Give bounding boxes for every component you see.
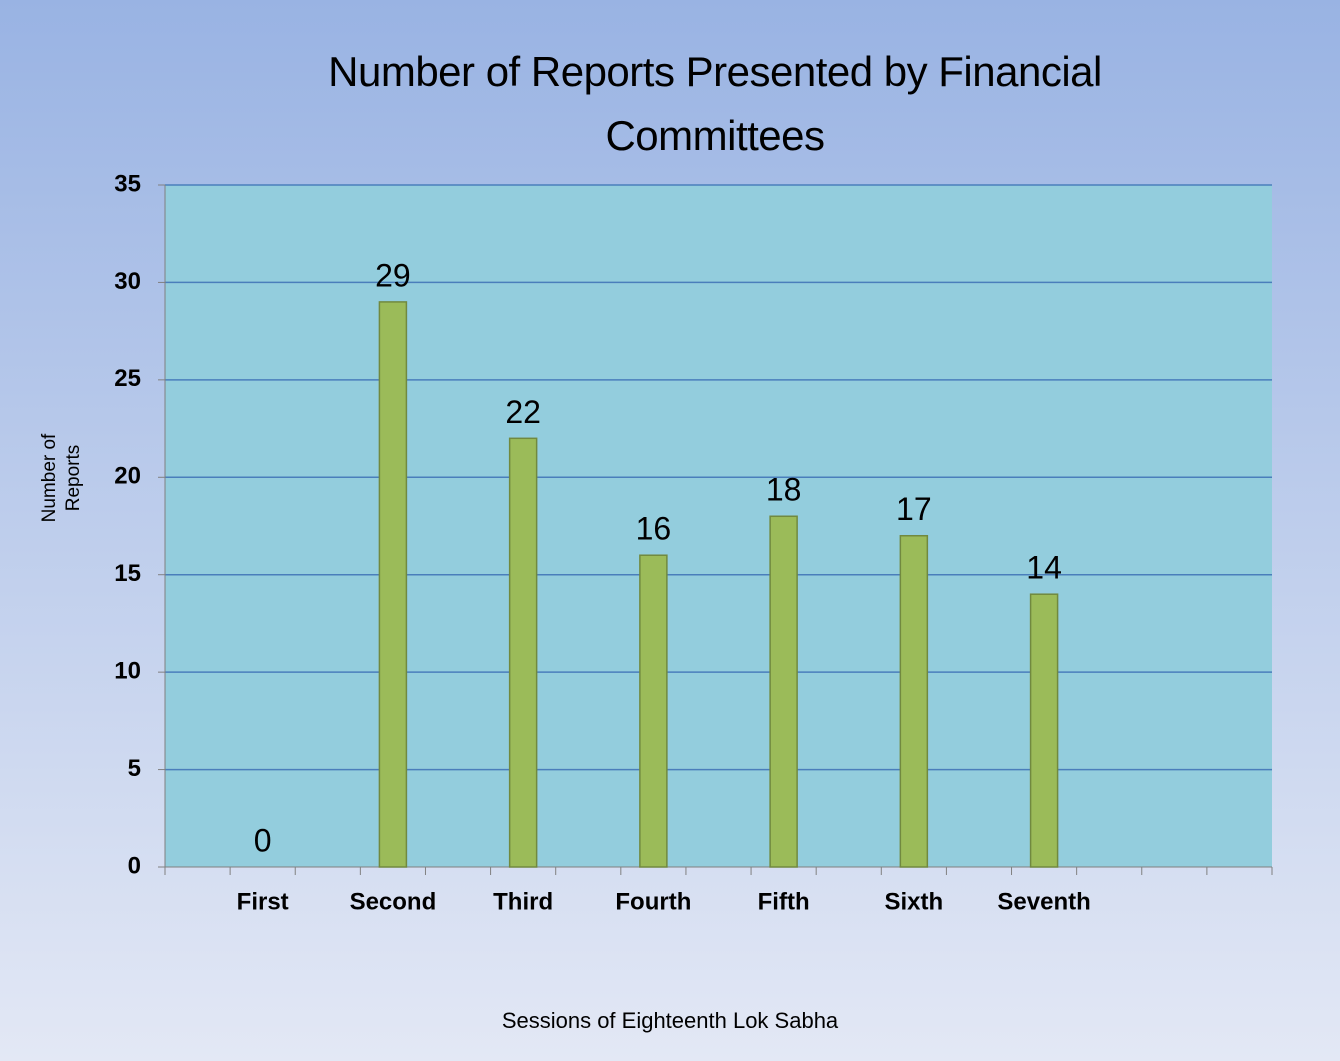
bar bbox=[639, 554, 668, 868]
x-tick-label: Sixth bbox=[885, 888, 944, 915]
data-label: 16 bbox=[636, 511, 672, 547]
x-tick-label: Fifth bbox=[758, 888, 810, 915]
y-tick-label: 30 bbox=[114, 268, 141, 295]
y-tick-label: 20 bbox=[114, 463, 141, 490]
y-tick-label: 5 bbox=[128, 755, 141, 782]
data-label: 29 bbox=[375, 257, 411, 293]
data-label: 17 bbox=[896, 491, 932, 527]
bar bbox=[899, 534, 929, 868]
plot-area bbox=[165, 185, 1272, 867]
data-label: 0 bbox=[254, 822, 272, 858]
x-tick-label: First bbox=[237, 888, 289, 915]
x-axis-label: Sessions of Eighteenth Lok Sabha bbox=[501, 1008, 839, 1033]
y-tick-label: 35 bbox=[114, 170, 141, 197]
data-label: 22 bbox=[505, 394, 541, 430]
bar bbox=[508, 437, 538, 868]
x-tick-label: Third bbox=[493, 888, 553, 915]
bar bbox=[769, 515, 798, 868]
x-tick-label: Fourth bbox=[615, 888, 691, 915]
y-tick-label: 15 bbox=[114, 560, 141, 587]
x-tick-label: Seventh bbox=[997, 888, 1090, 915]
bar bbox=[1029, 593, 1059, 868]
x-tick-label: Second bbox=[350, 888, 437, 915]
data-label: 14 bbox=[1026, 550, 1062, 586]
chart-title: Number of Reports Presented by Financial… bbox=[328, 48, 1102, 159]
data-label: 18 bbox=[766, 472, 802, 508]
y-tick-label: 10 bbox=[114, 657, 141, 684]
y-tick-label: 25 bbox=[114, 365, 141, 392]
y-tick-label: 0 bbox=[128, 852, 141, 879]
bar bbox=[378, 301, 408, 868]
